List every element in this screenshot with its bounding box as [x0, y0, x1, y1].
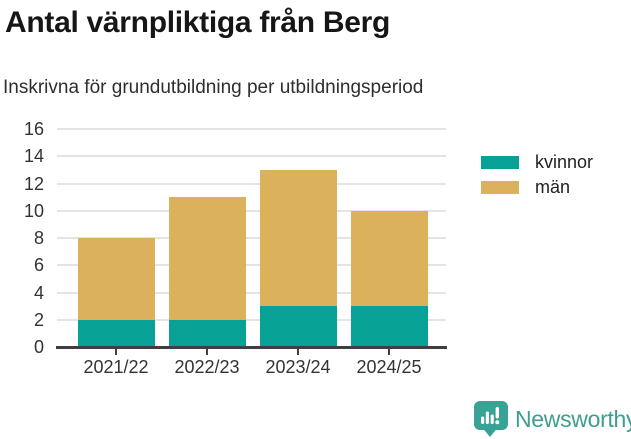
gridline: [57, 291, 446, 294]
gridline: [57, 155, 446, 158]
y-axis-label: 6: [33, 255, 44, 276]
bar-segment-kvinnor: [77, 319, 155, 347]
bar-segment-män: [259, 169, 337, 307]
y-axis-label: 4: [33, 282, 44, 303]
y-axis-label: 0: [33, 337, 44, 357]
x-axis-tick: [388, 348, 390, 355]
legend-swatch-män: [481, 181, 519, 194]
bar-segment-män: [77, 238, 155, 320]
x-axis-label: 2023/24: [265, 357, 331, 377]
x-axis-label: 2021/22: [83, 357, 149, 377]
newsworthy-logo: Newsworthy: [474, 401, 631, 437]
bar-segment-män: [350, 210, 428, 307]
gridline: [57, 318, 446, 321]
legend-item-män: män: [481, 175, 593, 200]
gridline: [57, 209, 446, 212]
x-axis-line: [56, 346, 447, 349]
x-axis-tick: [206, 348, 208, 355]
gridline: [57, 237, 446, 239]
legend: kvinnor män: [481, 150, 593, 200]
y-axis-label: 2: [33, 309, 44, 330]
y-axis-label: 16: [23, 119, 44, 139]
gridline: [57, 128, 446, 130]
y-axis-label: 8: [33, 228, 44, 248]
bar-segment-män: [168, 197, 246, 320]
bar-segment-kvinnor: [350, 306, 428, 347]
legend-swatch-kvinnor: [481, 156, 519, 169]
legend-item-kvinnor: kvinnor: [481, 150, 593, 175]
y-axis-label: 14: [23, 146, 44, 167]
legend-label: män: [535, 177, 571, 197]
y-axis-label: 10: [23, 200, 44, 221]
x-axis-label: 2022/23: [174, 357, 240, 377]
gridline: [57, 264, 446, 267]
y-axis-label: 12: [23, 173, 44, 194]
x-axis-tick: [115, 348, 117, 355]
x-axis-label: 2024/25: [356, 357, 422, 377]
legend-label: kvinnor: [535, 152, 594, 172]
bar-segment-kvinnor: [168, 319, 246, 347]
x-axis-tick: [297, 348, 299, 355]
newsworthy-brand-text: Newsworthy: [515, 405, 631, 432]
bar-segment-kvinnor: [259, 306, 337, 347]
chart-subtitle: Inskrivna för grundutbildning per utbild…: [3, 77, 424, 98]
gridline: [57, 182, 446, 185]
chart-title: Antal värnpliktiga från Berg: [5, 6, 391, 39]
newsworthy-logo-icon: [474, 401, 508, 437]
